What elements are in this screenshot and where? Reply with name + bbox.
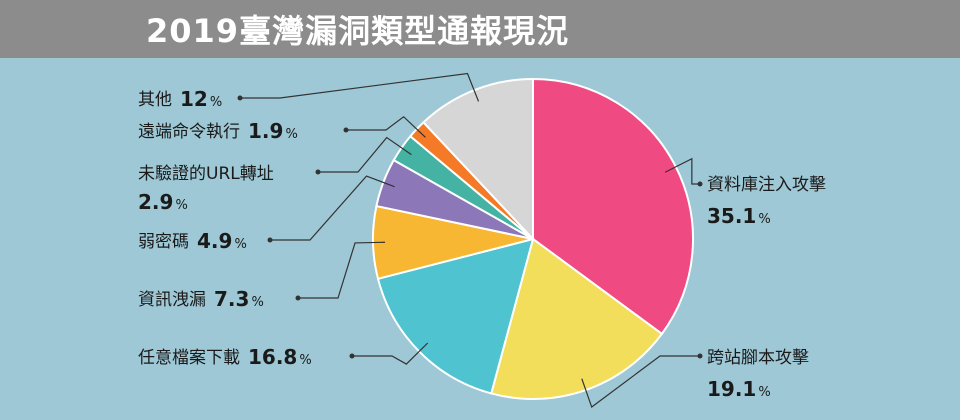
slice-value-label: 2.9%: [138, 190, 188, 214]
slice-value-label: 4.9%: [197, 229, 247, 253]
leader-dot: [295, 295, 301, 301]
leader-dot: [315, 169, 321, 175]
leader-dot: [349, 353, 355, 359]
leader-line: [318, 136, 412, 173]
slice-value-label: 7.3%: [214, 287, 264, 311]
leader-dot: [697, 353, 703, 359]
slice-label: 資料庫注入攻擊: [707, 175, 826, 195]
chart-title: 2019臺灣漏洞類型通報現況: [146, 12, 570, 50]
leader-line: [298, 241, 386, 299]
leader-dot: [343, 127, 349, 133]
leader-dot: [697, 181, 703, 187]
leader-line: [270, 175, 395, 241]
leader-dot: [267, 237, 273, 243]
slice-label: 弱密碼: [138, 232, 189, 252]
slice-value-label: 19.1%: [707, 377, 771, 401]
leader-line: [352, 342, 429, 365]
leader-line: [664, 157, 700, 185]
slice-value-label: 16.8%: [248, 345, 312, 369]
leader-line: [581, 355, 700, 409]
leader-line: [240, 72, 480, 102]
leader-dot: [237, 95, 243, 101]
slice-label: 未驗證的URL轉址: [138, 164, 274, 184]
slice-value-label: 12%: [180, 87, 222, 111]
slice-label: 任意檔案下載: [138, 348, 240, 368]
leader-line: [346, 115, 426, 138]
slice-label: 其他: [138, 90, 172, 110]
slice-label: 跨站腳本攻擊: [707, 348, 809, 368]
slice-value-label: 1.9%: [248, 119, 298, 143]
title-bar: 2019臺灣漏洞類型通報現況: [0, 0, 960, 58]
slice-label: 遠端命令執行: [138, 122, 240, 142]
slice-label: 資訊洩漏: [138, 290, 206, 310]
slice-value-label: 35.1%: [707, 204, 771, 228]
